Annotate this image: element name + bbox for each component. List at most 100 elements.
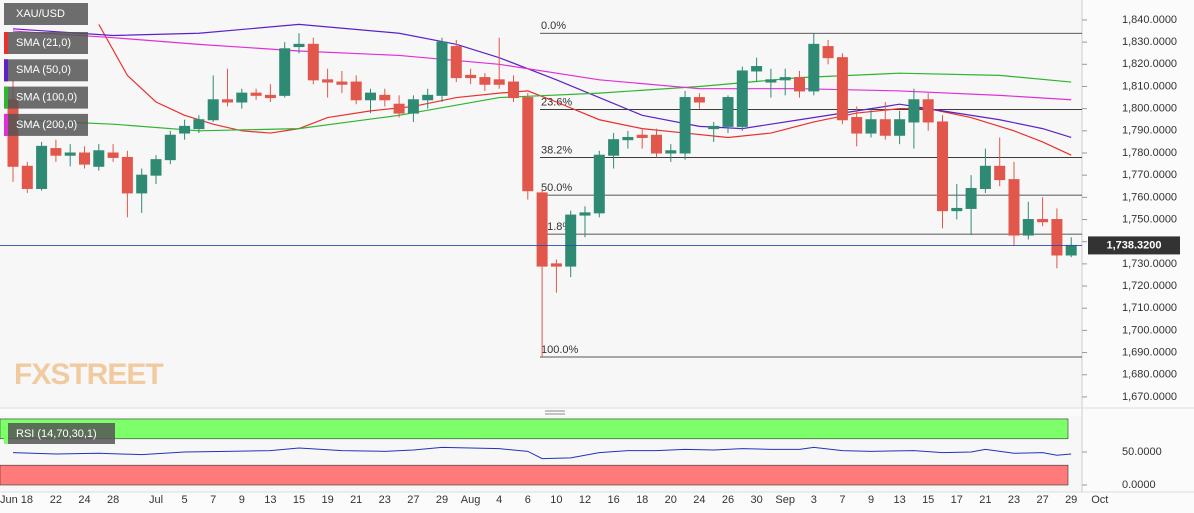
x-tick-label: 18: [636, 494, 648, 506]
candle-body: [651, 134, 662, 154]
fib-label: 0.0%: [541, 20, 566, 32]
candle-body: [293, 43, 305, 48]
candle-body: [222, 99, 233, 103]
candle-body: [1051, 219, 1063, 256]
x-tick-label: 16: [607, 494, 619, 506]
candle-body: [250, 92, 262, 96]
y-tick-label: 1,670.0000: [1122, 391, 1177, 403]
x-tick-label: Oct: [1091, 494, 1108, 506]
y-tick-label: 1,840.0000: [1122, 14, 1177, 26]
legend-label: SMA (50,0): [16, 64, 71, 76]
candle-body: [1022, 219, 1034, 236]
candle-body: [693, 97, 705, 103]
x-tick-label: 21: [350, 494, 362, 506]
candle-body: [736, 70, 748, 127]
oversold-band: [0, 464, 1069, 486]
candle-body: [708, 125, 720, 130]
x-tick-label: 28: [107, 494, 119, 506]
y-tick-label: 1,690.0000: [1122, 346, 1177, 358]
candle-body: [608, 139, 620, 156]
x-tick-label: 9: [868, 494, 874, 506]
y-tick-label: 1,720.0000: [1122, 280, 1177, 292]
legend-swatch: [4, 113, 8, 136]
price-tag: [1088, 236, 1180, 255]
candle-body: [350, 81, 362, 101]
candle-body: [636, 134, 648, 138]
x-tick-label: 3: [811, 494, 817, 506]
x-tick-label: Aug: [461, 494, 481, 506]
candle-body: [236, 92, 248, 103]
x-tick-label: 9: [239, 494, 245, 506]
legend-swatch: [4, 59, 8, 82]
x-tick-label: 24: [78, 494, 90, 506]
x-tick-label: 29: [436, 494, 448, 506]
candle-body: [107, 152, 119, 158]
x-tick-label: 24: [693, 494, 705, 506]
x-tick-label: 27: [407, 494, 419, 506]
candle-body: [1065, 244, 1077, 256]
legend-label: SMA (21,0): [16, 37, 71, 49]
y-tick-label: 1,790.0000: [1122, 125, 1177, 137]
x-tick-label: 4: [496, 494, 502, 506]
candle-body: [365, 92, 376, 101]
candle-body: [407, 99, 419, 114]
resize-handle[interactable]: [545, 410, 565, 415]
legend-box: [4, 59, 88, 82]
candle-body: [765, 79, 777, 83]
candle-body: [808, 43, 820, 92]
y-tick-label: 1,830.0000: [1122, 36, 1177, 48]
y-tick-label: 1,750.0000: [1122, 213, 1177, 225]
candle-body: [379, 94, 391, 101]
candle-body: [1037, 219, 1049, 223]
legend-box: [4, 86, 88, 109]
price-tag-label: 1,738.3200: [1106, 239, 1161, 251]
y-tick-label: 1,710.0000: [1122, 302, 1177, 314]
candle-body: [908, 99, 920, 123]
legend-title: XAU/USD: [16, 8, 65, 20]
legend-box: [4, 32, 88, 54]
y-tick-label: 1,700.0000: [1122, 324, 1177, 336]
candle-body: [479, 77, 491, 85]
overbought-band: [0, 418, 1069, 440]
x-tick-label: 15: [922, 494, 934, 506]
plot-layer: 0.0%23.6%38.2%50.0%61.8%100.0%: [7, 20, 1082, 358]
y-tick-label: 0.0000: [1122, 479, 1156, 491]
candle-body: [450, 46, 462, 79]
x-tick-label: 22: [50, 494, 62, 506]
candle-body: [21, 165, 33, 189]
candle-body: [779, 77, 791, 81]
x-tick-label: 21: [979, 494, 991, 506]
candle-body: [493, 79, 505, 85]
candle-body: [121, 156, 133, 194]
candle-body: [193, 119, 205, 130]
x-tick-label: 10: [550, 494, 562, 506]
candle-body: [164, 134, 176, 161]
x-tick-label: 7: [210, 494, 216, 506]
candle-body: [894, 119, 906, 136]
candle-body: [622, 136, 634, 141]
x-tick-label: 5: [182, 494, 188, 506]
candle-body: [879, 119, 891, 136]
y-tick-label: 1,770.0000: [1122, 169, 1177, 181]
candle-body: [179, 125, 191, 134]
watermark: FXSTREET: [14, 358, 163, 391]
candle-body: [465, 74, 477, 79]
x-tick-label: 13: [264, 494, 276, 506]
candle-body: [951, 207, 963, 212]
candle-body: [979, 165, 991, 189]
y-tick-label: 1,760.0000: [1122, 191, 1177, 203]
rsi-line: [12, 446, 1072, 460]
candle-body: [1008, 179, 1020, 236]
legend: XAU/USD SMA (21,0) SMA (50,0) SMA (100,0) SM…: [4, 3, 88, 136]
candle-body: [922, 99, 934, 123]
x-tick-label: 12: [579, 494, 591, 506]
fib-label: 61.8%: [541, 221, 572, 233]
y-tick-label: 1,810.0000: [1122, 80, 1177, 92]
candle-body: [722, 97, 734, 127]
y-tick-label: 1,820.0000: [1122, 58, 1177, 70]
sma-line: [12, 30, 1072, 101]
y-tick-label: 50.0000: [1122, 446, 1162, 458]
candle-body: [836, 57, 848, 121]
candle-body: [307, 43, 319, 81]
